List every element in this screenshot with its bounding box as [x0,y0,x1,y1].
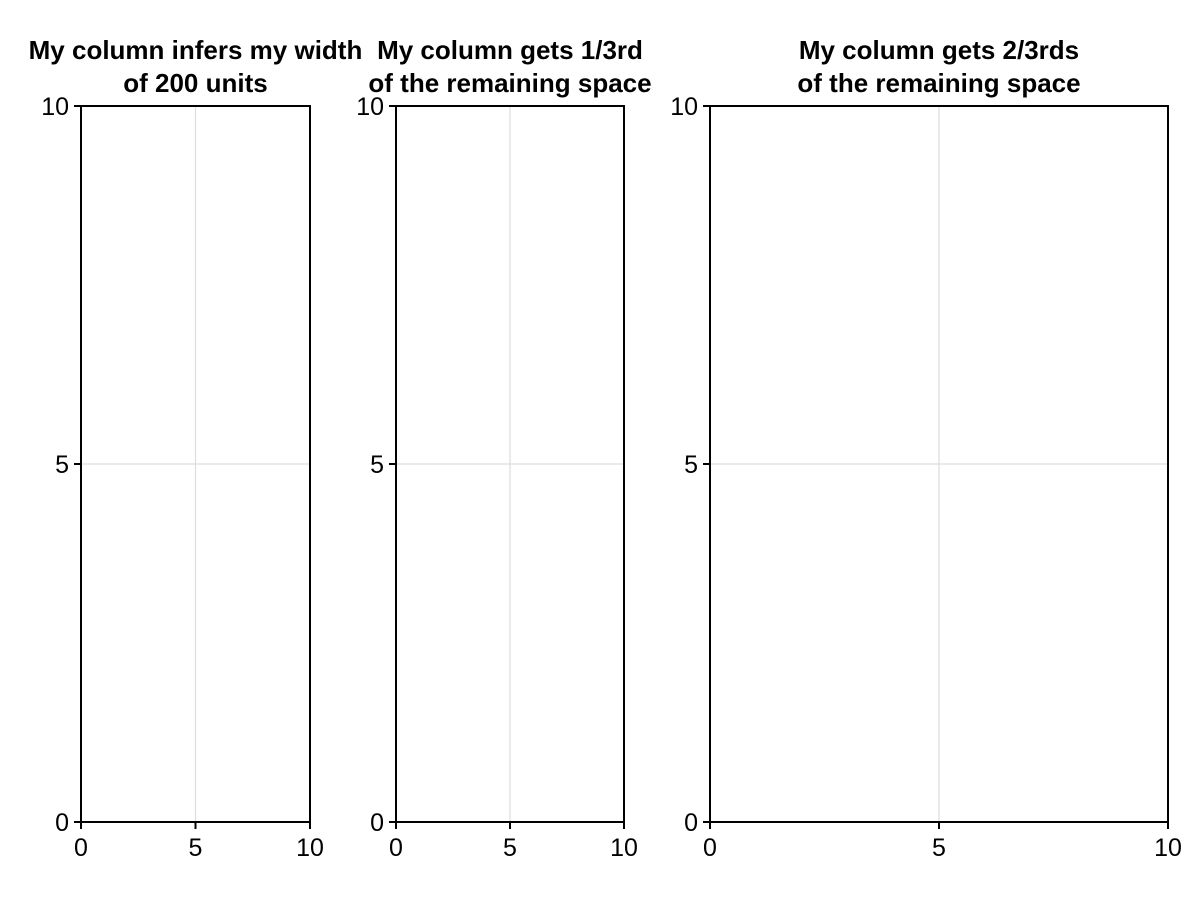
axis-title: My column gets 2/3rds of the remaining sp… [797,35,1080,98]
x-tick-label: 5 [503,834,517,862]
x-tick-label: 10 [1154,834,1182,862]
y-tick-label: 0 [684,809,698,837]
y-tick-label: 0 [55,809,69,837]
x-tick-label: 0 [389,834,403,862]
y-tick-label: 0 [370,809,384,837]
x-tick-label: 5 [189,834,203,862]
y-tick-label: 10 [41,93,69,121]
axis-title: My column infers my width of 200 units [29,35,363,98]
y-tick-label: 10 [670,93,698,121]
axis-title: My column gets 1/3rd of the remaining spa… [368,35,651,98]
y-tick-label: 5 [684,451,698,479]
y-tick-label: 5 [55,451,69,479]
x-tick-label: 0 [74,834,88,862]
x-tick-label: 10 [296,834,324,862]
x-tick-label: 0 [703,834,717,862]
x-tick-label: 5 [932,834,946,862]
y-tick-label: 5 [370,451,384,479]
y-tick-label: 10 [356,93,384,121]
x-tick-label: 10 [610,834,638,862]
axis-panel-3: 0 5 10 0 5 10 My column gets 2/3rds of the rema… [670,35,1182,862]
